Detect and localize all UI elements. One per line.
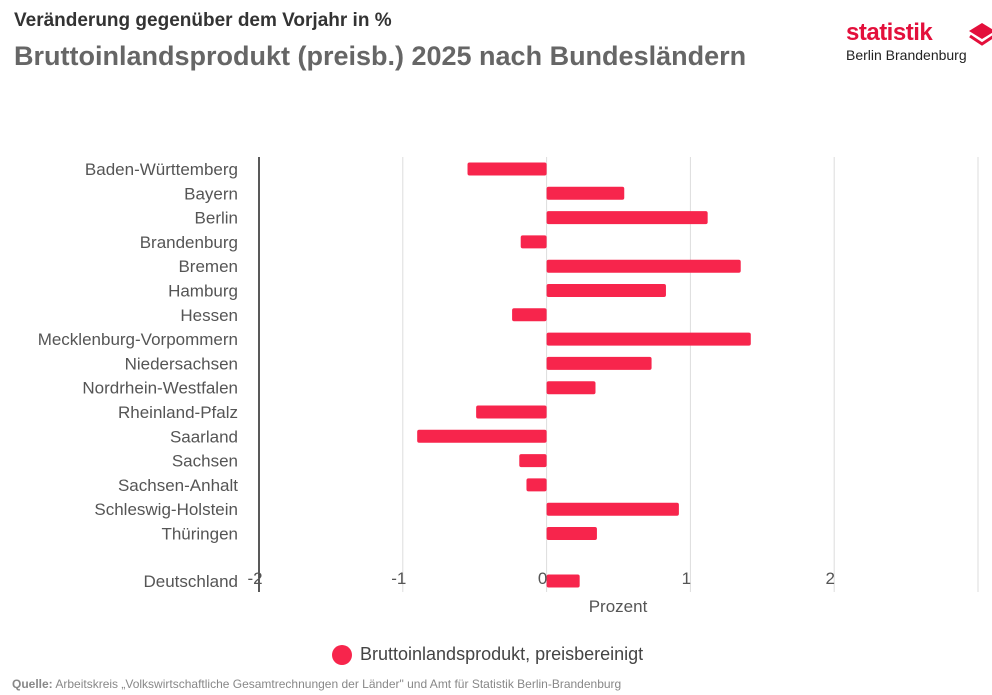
category-label: Berlin bbox=[195, 209, 238, 228]
category-label: Sachsen-Anhalt bbox=[118, 476, 238, 495]
legend[interactable]: Bruttoinlandsprodukt, preisbereinigt bbox=[332, 644, 643, 665]
category-label: Bremen bbox=[178, 257, 238, 276]
bar[interactable] bbox=[519, 454, 547, 468]
category-label: Bayern bbox=[184, 184, 238, 203]
bar[interactable] bbox=[546, 211, 708, 225]
legend-label: Bruttoinlandsprodukt, preisbereinigt bbox=[360, 644, 644, 664]
x-tick-label: -2 bbox=[247, 569, 262, 588]
category-label: Sachsen bbox=[172, 452, 238, 471]
category-label: Deutschland bbox=[143, 572, 238, 591]
bar[interactable] bbox=[546, 574, 580, 588]
logo-layers-icon bbox=[969, 23, 992, 46]
bar[interactable] bbox=[546, 356, 652, 370]
category-label: Hessen bbox=[180, 306, 238, 325]
category-label: Hamburg bbox=[168, 282, 238, 301]
category-label: Baden-Württemberg bbox=[85, 160, 238, 179]
bar-chart: Baden-Württemberg Bayern Berlin Brandenburg… bbox=[38, 157, 979, 616]
x-axis-title: Prozent bbox=[589, 597, 648, 616]
bar[interactable] bbox=[526, 478, 547, 492]
bar[interactable] bbox=[546, 259, 741, 273]
x-tick-label: 0 bbox=[538, 569, 547, 588]
bar[interactable] bbox=[546, 284, 666, 297]
category-label: Mecklenburg-Vorpommern bbox=[38, 330, 238, 349]
bar[interactable] bbox=[467, 162, 547, 176]
category-label: Brandenburg bbox=[140, 233, 238, 252]
bar[interactable] bbox=[546, 332, 751, 346]
category-label: Rheinland-Pfalz bbox=[118, 403, 238, 422]
bar[interactable] bbox=[546, 186, 625, 200]
x-tick-label: -1 bbox=[391, 569, 406, 588]
bar[interactable] bbox=[546, 527, 597, 540]
category-label: Schleswig-Holstein bbox=[94, 500, 238, 519]
bar[interactable] bbox=[546, 381, 596, 395]
chart-title: Bruttoinlandsprodukt (preisb.) 2025 nach… bbox=[14, 41, 747, 71]
bar[interactable] bbox=[512, 308, 547, 322]
chart-subtitle: Veränderung gegenüber dem Vorjahr in % bbox=[14, 10, 392, 31]
x-tick-label: 1 bbox=[682, 569, 691, 588]
category-label: Saarland bbox=[170, 427, 238, 446]
bar[interactable] bbox=[417, 429, 547, 443]
category-label: Niedersachsen bbox=[125, 354, 238, 373]
statistik-logo: statistik Berlin Brandenburg bbox=[846, 20, 992, 64]
bar[interactable] bbox=[476, 405, 547, 419]
category-label: Nordrhein-Westfalen bbox=[82, 379, 238, 398]
source-note: Quelle: Arbeitskreis „Volkswirtschaftlic… bbox=[12, 677, 622, 691]
x-tick-label: 2 bbox=[825, 569, 834, 588]
category-label: Thüringen bbox=[161, 525, 238, 544]
legend-marker bbox=[332, 644, 352, 665]
bar[interactable] bbox=[520, 235, 547, 249]
bar[interactable] bbox=[546, 502, 679, 516]
